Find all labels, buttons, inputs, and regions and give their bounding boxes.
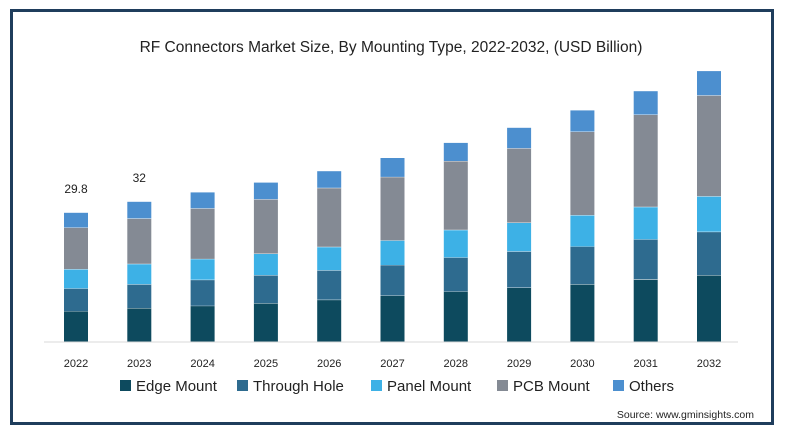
legend-label-pcb-mount: PCB Mount: [513, 378, 591, 395]
bar-segment-edge-mount-2023: [127, 308, 152, 342]
x-tick-label-2024: 2024: [190, 358, 214, 370]
bars-group: [64, 71, 721, 342]
legend: Edge Mount Through Hole Panel Mount PCB Mou…: [120, 378, 674, 395]
bar-segment-edge-mount-2028: [443, 291, 468, 342]
x-tick-label-2022: 2022: [64, 358, 88, 370]
bar-segment-through-hole-2028: [443, 257, 468, 292]
bar-segment-edge-mount-2031: [633, 279, 658, 342]
bar-segment-pcb-mount-2023: [127, 218, 152, 264]
x-axis-ticks: 2022 2023 2024 2025 2026 2027 2028 2029 2030 2031…: [64, 358, 721, 370]
bar-segment-edge-mount-2026: [317, 299, 342, 342]
bar-segment-pcb-mount-2029: [507, 148, 532, 223]
bar-segment-through-hole-2027: [380, 264, 405, 296]
bar-segment-pcb-mount-2028: [443, 161, 468, 230]
x-tick-label-2025: 2025: [254, 358, 278, 370]
bar-segment-pcb-mount-2026: [317, 187, 342, 247]
bar-segment-others-2027: [380, 158, 405, 177]
bar-segment-panel-mount-2030: [570, 215, 595, 247]
data-label-2023: 32: [133, 171, 147, 185]
bar-segment-pcb-mount-2031: [633, 114, 658, 207]
x-tick-label-2029: 2029: [507, 358, 531, 370]
bar-segment-through-hole-2029: [507, 251, 532, 288]
bar-segment-others-2031: [633, 91, 658, 115]
bar-segment-panel-mount-2022: [64, 269, 88, 289]
bar-segment-through-hole-2032: [697, 231, 721, 276]
bar-segment-edge-mount-2030: [570, 284, 595, 342]
x-tick-label-2031: 2031: [633, 358, 657, 370]
bar-segment-others-2023: [127, 201, 152, 219]
bar-segment-edge-mount-2025: [253, 303, 278, 342]
bar-segment-others-2028: [443, 142, 468, 161]
bar-segment-through-hole-2022: [64, 288, 88, 312]
bar-segment-through-hole-2025: [253, 275, 278, 304]
x-tick-label-2030: 2030: [570, 358, 594, 370]
bar-segment-panel-mount-2027: [380, 240, 405, 265]
data-labels: 29.8 32: [64, 171, 146, 196]
bar-segment-panel-mount-2028: [443, 229, 468, 258]
legend-swatch-edge-mount: [120, 380, 131, 391]
legend-label-others: Others: [629, 378, 674, 395]
bar-segment-panel-mount-2024: [190, 258, 215, 280]
data-label-2022: 29.8: [64, 182, 88, 196]
legend-label-panel-mount: Panel Mount: [387, 378, 472, 395]
bar-segment-edge-mount-2032: [697, 275, 721, 342]
bar-segment-others-2032: [697, 71, 721, 96]
bar-segment-panel-mount-2023: [127, 263, 152, 285]
x-tick-label-2028: 2028: [444, 358, 468, 370]
bar-segment-panel-mount-2026: [317, 246, 342, 271]
bar-segment-edge-mount-2024: [190, 305, 215, 342]
legend-swatch-pcb-mount: [497, 380, 508, 391]
legend-swatch-panel-mount: [371, 380, 382, 391]
bar-segment-others-2022: [64, 212, 88, 228]
legend-swatch-others: [613, 380, 624, 391]
bar-segment-through-hole-2024: [190, 279, 215, 306]
bar-segment-panel-mount-2025: [253, 253, 278, 276]
bar-segment-pcb-mount-2030: [570, 131, 595, 216]
bar-segment-pcb-mount-2027: [380, 176, 405, 241]
bar-segment-panel-mount-2031: [633, 206, 658, 240]
bar-segment-panel-mount-2029: [507, 222, 532, 252]
bar-segment-others-2029: [507, 127, 532, 149]
bar-segment-others-2026: [317, 171, 342, 188]
bar-segment-pcb-mount-2025: [253, 199, 278, 254]
x-tick-label-2026: 2026: [317, 358, 341, 370]
legend-label-edge-mount: Edge Mount: [136, 378, 218, 395]
bar-segment-edge-mount-2027: [380, 295, 405, 342]
bar-segment-edge-mount-2022: [64, 311, 88, 342]
bar-segment-through-hole-2026: [317, 270, 342, 300]
legend-label-through-hole: Through Hole: [253, 378, 344, 395]
bar-segment-through-hole-2030: [570, 246, 595, 285]
bar-segment-pcb-mount-2024: [190, 208, 215, 259]
legend-swatch-through-hole: [237, 380, 248, 391]
bar-segment-through-hole-2031: [633, 239, 658, 280]
bar-segment-others-2025: [253, 182, 278, 200]
bar-segment-pcb-mount-2032: [697, 95, 721, 197]
source-note: Source: www.gminsights.com: [617, 409, 754, 421]
chart-title: RF Connectors Market Size, By Mounting T…: [140, 39, 643, 56]
bar-segment-others-2024: [190, 192, 215, 209]
bar-segment-others-2030: [570, 110, 595, 132]
bar-segment-panel-mount-2032: [697, 196, 721, 232]
x-tick-label-2032: 2032: [697, 358, 721, 370]
x-tick-label-2023: 2023: [127, 358, 151, 370]
bar-segment-edge-mount-2029: [507, 287, 532, 342]
bar-segment-through-hole-2023: [127, 284, 152, 308]
bar-segment-pcb-mount-2022: [64, 227, 88, 270]
x-tick-label-2027: 2027: [380, 358, 404, 370]
